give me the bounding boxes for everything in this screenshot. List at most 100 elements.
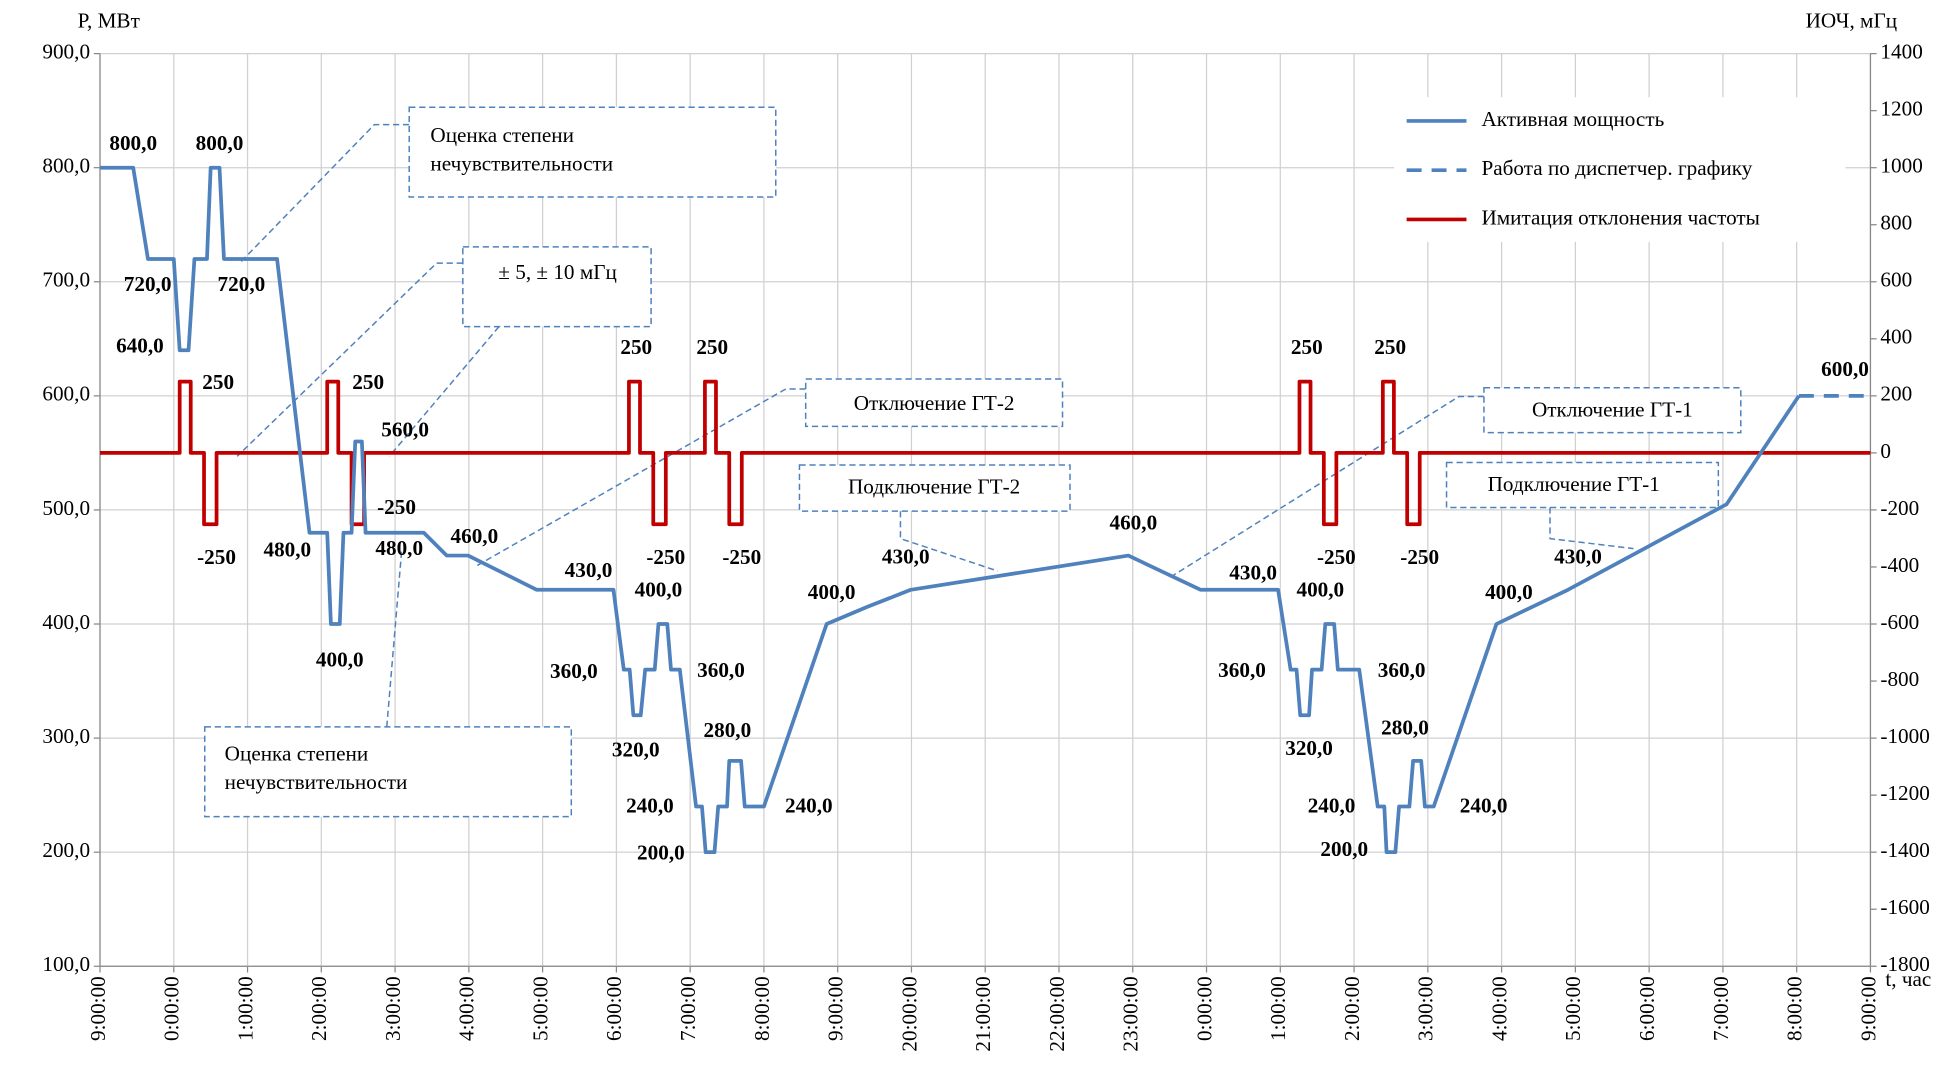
- data-label: 400,0: [316, 647, 364, 671]
- y-tick-label: 700,0: [42, 268, 90, 292]
- y2-tick-label: 200: [1880, 382, 1912, 406]
- data-label: -250: [377, 495, 416, 519]
- annotation-box: [804, 378, 1064, 428]
- x-tick-label: 2:00:00: [1340, 976, 1364, 1041]
- x-tick-label: 5:00:00: [1561, 976, 1585, 1041]
- data-label: 240,0: [1308, 794, 1356, 818]
- y2-tick-label: 600: [1880, 268, 1912, 292]
- data-label: 400,0: [808, 580, 856, 604]
- data-label: 200,0: [637, 841, 685, 865]
- y2-tick-label: 400: [1880, 325, 1912, 349]
- y2-tick-label: -600: [1880, 610, 1919, 634]
- y2-tick-label: 1000: [1880, 154, 1922, 178]
- y2-tick-label: -1400: [1880, 838, 1929, 862]
- y2-tick-label: -1600: [1880, 895, 1929, 919]
- data-label: 240,0: [1460, 794, 1508, 818]
- x-tick-label: 4:00:00: [1487, 976, 1511, 1041]
- data-label: 430,0: [1554, 544, 1602, 568]
- data-label: -250: [1317, 545, 1356, 569]
- y-tick-label: 300,0: [42, 724, 90, 748]
- y2-tick-label: 1200: [1880, 97, 1922, 121]
- data-label: 560,0: [381, 417, 429, 441]
- data-label: 430,0: [1229, 561, 1277, 585]
- series-line: [100, 379, 1871, 527]
- y-axis-label: P, МВт: [78, 8, 140, 32]
- data-label: 250: [1374, 335, 1406, 359]
- y2-tick-label: -1800: [1880, 952, 1929, 976]
- data-label: 280,0: [704, 718, 752, 742]
- x-tick-label: 21:00:00: [971, 976, 995, 1051]
- callout-line: [388, 326, 500, 457]
- data-label: 250: [1291, 335, 1323, 359]
- y-tick-label: 800,0: [42, 154, 90, 178]
- callout-line: [1549, 507, 1634, 550]
- data-label: 480,0: [375, 536, 423, 560]
- data-label: 480,0: [263, 537, 311, 561]
- annotation-text: нечувствительности: [225, 770, 408, 794]
- data-label: 800,0: [109, 131, 157, 155]
- callout-line: [473, 388, 806, 568]
- y2-tick-label: -200: [1880, 496, 1919, 520]
- annotation-box: [798, 464, 1071, 512]
- annotation-box: [1483, 387, 1742, 434]
- annotation-text: Отключение ГТ-1: [1532, 397, 1693, 421]
- callout-line: [236, 262, 463, 457]
- y-tick-label: 900,0: [42, 39, 90, 63]
- series-line: [100, 165, 1801, 855]
- x-tick-label: 0:00:00: [1192, 976, 1216, 1041]
- data-label: -250: [197, 545, 236, 569]
- annotation-box: [462, 246, 652, 328]
- data-label: 240,0: [785, 794, 833, 818]
- x-tick-label: 9:00:00: [86, 976, 110, 1041]
- data-label: 320,0: [612, 737, 660, 761]
- annotation-text: Подключение ГТ-1: [1488, 472, 1660, 496]
- data-label: 640,0: [116, 334, 164, 358]
- data-label: 400,0: [1296, 577, 1344, 601]
- legend-label: Имитация отклонения частоты: [1481, 205, 1759, 229]
- annotation-text: Подключение ГТ-2: [848, 475, 1020, 499]
- data-label: 430,0: [565, 558, 613, 582]
- x-tick-label: 23:00:00: [1119, 976, 1143, 1051]
- x-tick-label: 7:00:00: [676, 976, 700, 1041]
- data-label: 250: [202, 370, 234, 394]
- callout-line: [899, 511, 998, 572]
- data-label: 800,0: [196, 131, 244, 155]
- data-label: 430,0: [882, 544, 930, 568]
- annotation-box: [203, 726, 573, 818]
- y2-axis-label: ИОЧ, мГц: [1806, 8, 1897, 32]
- x-tick-label: 4:00:00: [455, 976, 479, 1041]
- x-tick-label: 7:00:00: [1709, 976, 1733, 1041]
- data-label: 600,0: [1821, 357, 1869, 381]
- data-label: -250: [1400, 545, 1439, 569]
- y2-tick-label: -1000: [1880, 724, 1929, 748]
- callout-line: [1171, 395, 1484, 577]
- data-label: 400,0: [1485, 580, 1533, 604]
- annotation-box: [408, 106, 777, 198]
- data-label: 400,0: [635, 577, 683, 601]
- x-tick-label: 6:00:00: [602, 976, 626, 1041]
- annotation-text: Отключение ГТ-2: [854, 391, 1015, 415]
- x-tick-label: 1:00:00: [233, 976, 257, 1041]
- annotation-text: нечувствительности: [430, 152, 613, 176]
- data-label: 250: [696, 335, 728, 359]
- data-label: -250: [646, 545, 685, 569]
- y-tick-label: 100,0: [42, 952, 90, 976]
- data-label: 720,0: [124, 272, 172, 296]
- x-tick-label: 20:00:00: [897, 976, 921, 1051]
- data-label: 460,0: [451, 524, 499, 548]
- data-label: 250: [620, 335, 652, 359]
- y-tick-label: 200,0: [42, 838, 90, 862]
- x-tick-label: 22:00:00: [1045, 976, 1069, 1051]
- y2-tick-label: 800: [1880, 211, 1912, 235]
- x-tick-label: 8:00:00: [750, 976, 774, 1041]
- data-label: 320,0: [1285, 736, 1333, 760]
- y2-tick-label: -1200: [1880, 781, 1929, 805]
- x-tick-label: 3:00:00: [381, 976, 405, 1041]
- data-label: -250: [722, 545, 761, 569]
- y2-tick-label: 1400: [1880, 39, 1922, 63]
- data-label: 360,0: [697, 658, 745, 682]
- x-tick-label: 9:00:00: [1856, 976, 1880, 1041]
- y2-tick-label: -400: [1880, 553, 1919, 577]
- x-tick-label: 5:00:00: [528, 976, 552, 1041]
